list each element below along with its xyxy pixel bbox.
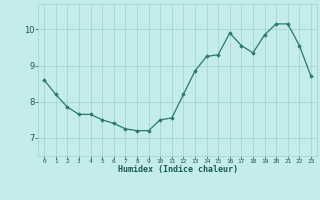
X-axis label: Humidex (Indice chaleur): Humidex (Indice chaleur) (118, 165, 238, 174)
